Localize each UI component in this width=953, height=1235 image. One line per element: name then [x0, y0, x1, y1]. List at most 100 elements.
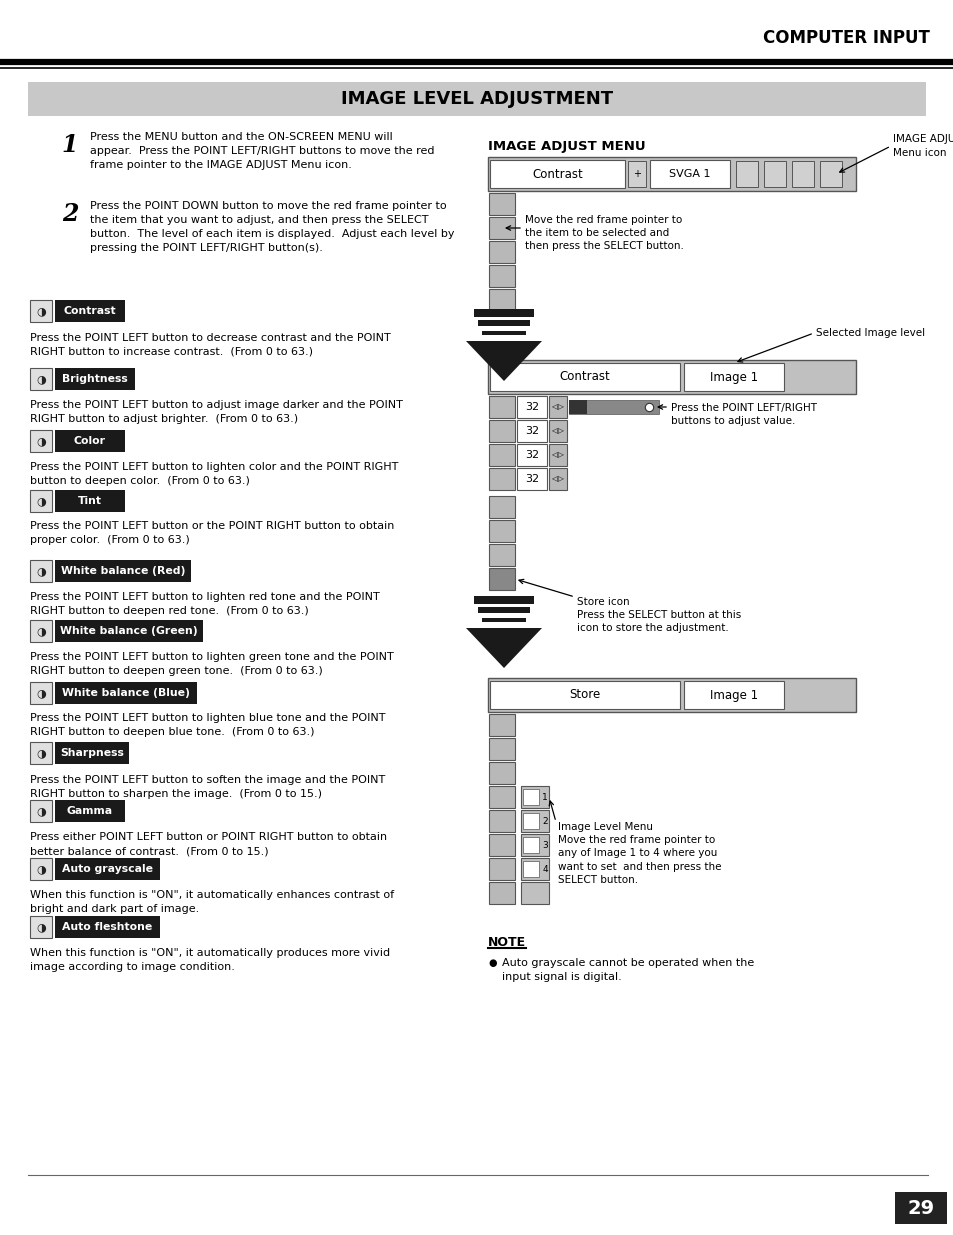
Text: ●: ● [488, 958, 496, 968]
Bar [489, 834, 515, 856]
Bar [30, 368, 52, 390]
Bar [474, 309, 534, 317]
Bar [490, 680, 679, 709]
Bar [489, 762, 515, 784]
Bar [55, 916, 160, 939]
Bar [30, 620, 52, 642]
Bar [30, 490, 52, 513]
Bar [55, 490, 125, 513]
Text: Press the POINT LEFT/RIGHT
buttons to adjust value.: Press the POINT LEFT/RIGHT buttons to ad… [670, 403, 816, 426]
Text: ◁▷: ◁▷ [551, 451, 564, 459]
Bar [568, 400, 586, 414]
Text: Auto grayscale: Auto grayscale [62, 864, 152, 874]
Text: ◁▷: ◁▷ [551, 403, 564, 411]
Text: Press the POINT LEFT button to lighten blue tone and the POINT
RIGHT button to d: Press the POINT LEFT button to lighten b… [30, 713, 385, 737]
Bar [55, 800, 125, 823]
Bar [517, 445, 546, 466]
Text: 3: 3 [541, 841, 547, 850]
Text: 32: 32 [524, 403, 538, 412]
Bar [489, 568, 515, 590]
Text: Contrast: Contrast [532, 168, 583, 180]
Bar [488, 678, 855, 713]
Bar [28, 82, 925, 116]
Text: IMAGE ADJUST
Menu icon: IMAGE ADJUST Menu icon [892, 135, 953, 158]
Text: Tint: Tint [78, 496, 102, 506]
Text: 32: 32 [524, 426, 538, 436]
Text: 2: 2 [62, 203, 78, 226]
Text: Press the POINT LEFT button or the POINT RIGHT button to obtain
proper color.  (: Press the POINT LEFT button or the POINT… [30, 521, 394, 545]
Bar [489, 714, 515, 736]
Bar [55, 559, 191, 582]
Text: NOTE: NOTE [488, 936, 525, 948]
Text: Gamma: Gamma [67, 806, 113, 816]
Bar [490, 363, 679, 391]
Bar [791, 161, 813, 186]
Bar [522, 837, 538, 853]
Text: Press the POINT LEFT button to decrease contrast and the POINT
RIGHT button to i: Press the POINT LEFT button to decrease … [30, 333, 391, 357]
Text: Brightness: Brightness [62, 374, 128, 384]
Text: White balance (Blue): White balance (Blue) [62, 688, 190, 698]
Bar [489, 785, 515, 808]
Text: Press either POINT LEFT button or POINT RIGHT button to obtain
better balance of: Press either POINT LEFT button or POINT … [30, 832, 387, 856]
Bar [30, 916, 52, 939]
Bar [517, 468, 546, 490]
Text: 1: 1 [541, 793, 547, 802]
Bar [548, 445, 566, 466]
Bar [30, 742, 52, 764]
Text: ◑: ◑ [36, 566, 46, 576]
Bar [489, 858, 515, 881]
Text: Selected Image level: Selected Image level [815, 329, 924, 338]
Bar [489, 289, 515, 311]
Bar [520, 882, 548, 904]
Bar [522, 789, 538, 805]
Bar [30, 300, 52, 322]
Bar [548, 396, 566, 417]
Bar [489, 882, 515, 904]
Bar [55, 430, 125, 452]
Polygon shape [465, 341, 541, 382]
Bar [568, 400, 659, 414]
Text: ◑: ◑ [36, 806, 46, 816]
Text: Press the POINT LEFT button to soften the image and the POINT
RIGHT button to sh: Press the POINT LEFT button to soften th… [30, 776, 385, 799]
Text: ◑: ◑ [36, 374, 46, 384]
Bar [55, 368, 135, 390]
Text: Press the MENU button and the ON-SCREEN MENU will
appear.  Press the POINT LEFT/: Press the MENU button and the ON-SCREEN … [90, 132, 434, 170]
Bar [489, 810, 515, 832]
Polygon shape [465, 629, 541, 668]
Text: Press the POINT LEFT button to lighten color and the POINT RIGHT
button to deepe: Press the POINT LEFT button to lighten c… [30, 462, 398, 487]
Text: Press the POINT DOWN button to move the red frame pointer to
the item that you w: Press the POINT DOWN button to move the … [90, 201, 454, 253]
Bar [489, 193, 515, 215]
Bar [489, 241, 515, 263]
Bar [488, 157, 855, 191]
Text: ◑: ◑ [36, 436, 46, 446]
Bar [520, 834, 548, 856]
Text: Press the POINT LEFT button to lighten green tone and the POINT
RIGHT button to : Press the POINT LEFT button to lighten g… [30, 652, 394, 676]
Text: IMAGE ADJUST MENU: IMAGE ADJUST MENU [488, 140, 645, 153]
Bar [55, 620, 203, 642]
Bar [489, 739, 515, 760]
Bar [30, 858, 52, 881]
Text: Sharpness: Sharpness [60, 748, 124, 758]
Bar [30, 430, 52, 452]
Bar [489, 543, 515, 566]
Bar [520, 810, 548, 832]
Text: ◑: ◑ [36, 626, 46, 636]
Bar [489, 266, 515, 287]
Bar [55, 858, 160, 881]
Bar [683, 680, 783, 709]
Text: IMAGE LEVEL ADJUSTMENT: IMAGE LEVEL ADJUSTMENT [340, 90, 613, 107]
Bar [55, 742, 129, 764]
Text: Store: Store [569, 688, 600, 701]
Bar [30, 682, 52, 704]
Text: When this function is "ON", it automatically produces more vivid
image according: When this function is "ON", it automatic… [30, 948, 390, 972]
Bar [55, 300, 125, 322]
Bar [488, 359, 855, 394]
Bar [520, 785, 548, 808]
Text: Image 1: Image 1 [709, 370, 758, 384]
Text: ◁▷: ◁▷ [551, 426, 564, 436]
Text: Move the red frame pointer to
the item to be selected and
then press the SELECT : Move the red frame pointer to the item t… [524, 215, 683, 252]
Bar [649, 161, 729, 188]
Bar [490, 161, 624, 188]
Bar [894, 1192, 946, 1224]
Text: Auto grayscale cannot be operated when the
input signal is digital.: Auto grayscale cannot be operated when t… [501, 958, 754, 982]
